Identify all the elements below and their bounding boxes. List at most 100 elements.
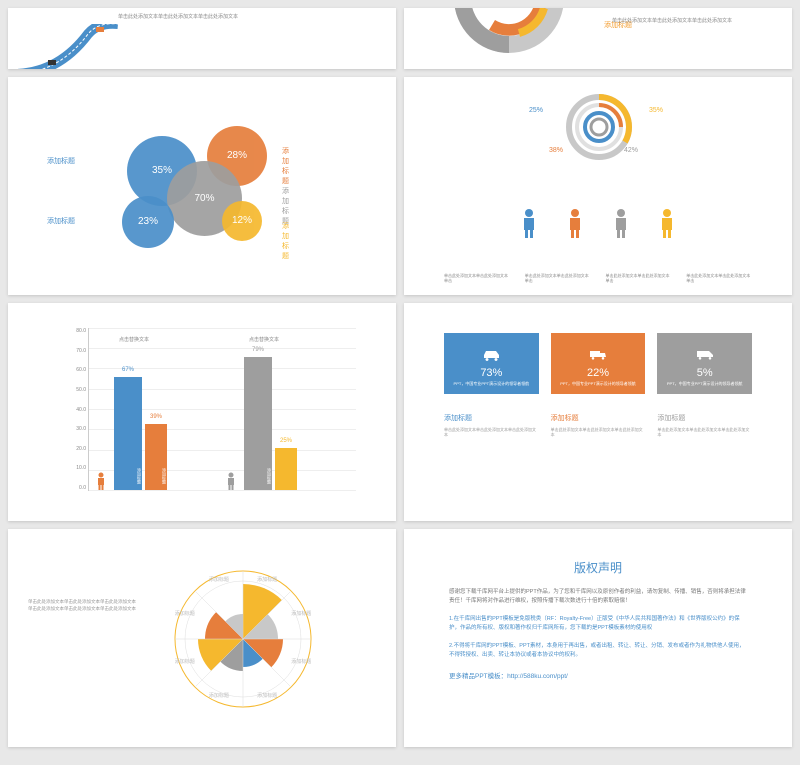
polar-ring-label: 添加标题 <box>209 692 229 699</box>
card-row: 73% PPT，中国专业PPT演示设计的领导者领航 22% PPT，中国专业PPT演示… <box>444 333 752 394</box>
slide-grid: 单击此处添加文本单击此处添加文本单击此处添加文本 添加标题 单击此处添加文本单击… <box>8 8 792 747</box>
bar-value: 79% <box>244 347 272 353</box>
slide-bar-chart: 80.0 70.0 60.0 50.0 40.0 30.0 20.0 10.0 0.0 67% 添… <box>8 303 396 521</box>
bar-value: 67% <box>114 367 142 373</box>
desc-col: 单击此处添加文本单击此处添加文本单击 <box>525 273 591 283</box>
van-icon <box>690 343 720 361</box>
slide-1-partial: 单击此处添加文本单击此处添加文本单击此处添加文本 <box>8 8 396 69</box>
y-tick: 0.0 <box>58 485 86 491</box>
card-pct: 5% <box>665 367 744 379</box>
y-tick: 70.0 <box>58 348 86 354</box>
bubble-label: 添加标题 <box>282 146 292 186</box>
polar-ring-label: 添加标题 <box>257 692 277 699</box>
card-label-title: 添加标题 <box>551 413 646 423</box>
copyright-link[interactable]: 更多精品PPT模板：http://588ku.com/ppt/ <box>449 670 747 680</box>
person-icon <box>96 472 106 490</box>
plot-area: 67% 添加标题 39% 添加标题 点击替换文本 79%添加标题25% 点击替换文本 <box>88 328 356 491</box>
y-tick: 50.0 <box>58 387 86 393</box>
copyright-title: 版权声明 <box>449 559 747 576</box>
road-curve-icon <box>18 24 118 69</box>
pct-label: 25% <box>529 107 543 114</box>
slide-2-partial: 添加标题 单击此处添加文本单击此处添加文本单击此处添加文本 <box>404 8 792 69</box>
bar-sublabel: 添加标题 <box>114 468 142 484</box>
bar-value: 39% <box>145 414 167 420</box>
transport-card: 5% PPT，中国专业PPT演示设计的领导者领航 <box>657 333 752 394</box>
card-label-desc: 单击此处添加文本单击此处添加文本单击此处添加文本 <box>657 427 752 437</box>
car-icon <box>476 343 506 361</box>
bubble-label: 添加标题 <box>282 221 292 261</box>
card-label-desc: 单击此处添加文本单击此处添加文本单击此处添加文本 <box>551 427 646 437</box>
s4-columns: 单击此处添加文本单击此处添加文本单击 单击此处添加文本单击此处添加文本单击 单击此处… <box>444 273 752 283</box>
card-pct: 73% <box>452 367 531 379</box>
gridline <box>89 490 356 491</box>
transport-card: 73% PPT，中国专业PPT演示设计的领导者领航 <box>444 333 539 394</box>
bubble-label: 添加标题 <box>47 216 75 226</box>
card-label-title: 添加标题 <box>657 413 752 423</box>
card-label-desc: 单击此处添加文本单击此处添加文本单击此处添加文本 <box>444 427 539 437</box>
gridline <box>89 348 356 349</box>
bar-group: 79%添加标题25% <box>244 357 297 490</box>
y-tick: 30.0 <box>58 426 86 432</box>
group-label: 点击替换文本 <box>249 336 279 343</box>
card-desc: PPT，中国专业PPT演示设计的领导者领航 <box>665 381 744 386</box>
y-tick: 40.0 <box>58 407 86 413</box>
bar-group: 67%添加标题39%添加标题 <box>114 377 167 490</box>
polar-ring-label: 添加标题 <box>291 610 311 617</box>
polar-ring-label: 添加标题 <box>175 658 195 665</box>
bar-chart: 80.0 70.0 60.0 50.0 40.0 30.0 20.0 10.0 0.0 67% 添… <box>58 328 356 491</box>
bar: 79%添加标题 <box>244 357 272 490</box>
card-label-block: 添加标题单击此处添加文本单击此处添加文本单击此处添加文本 <box>444 413 539 437</box>
y-axis: 80.0 70.0 60.0 50.0 40.0 30.0 20.0 10.0 0.0 <box>58 328 86 491</box>
y-tick: 20.0 <box>58 446 86 452</box>
slide1-text: 单击此处添加文本单击此处添加文本单击此处添加文本 <box>118 14 238 21</box>
pct-label: 42% <box>624 147 638 154</box>
bubble: 23% <box>122 196 174 248</box>
slide-copyright: 版权声明 感谢您下载千库网平台上提供的PPT作品，为了您和千库网以及原创作者的利… <box>404 529 792 747</box>
person-icon <box>658 208 676 238</box>
slide-bubble: 35%28%70%23%12%添加标题添加标题添加标题添加标题添加标题 <box>8 77 396 295</box>
card-pct: 22% <box>559 367 638 379</box>
polar-ring-label: 添加标题 <box>291 658 311 665</box>
group-label: 点击替换文本 <box>119 336 149 343</box>
transport-card: 22% PPT，中国专业PPT演示设计的领导者领航 <box>551 333 646 394</box>
polar-ring-label: 添加标题 <box>175 610 195 617</box>
slide-transport-cards: 73% PPT，中国专业PPT演示设计的领导者领航 22% PPT，中国专业PPT演示… <box>404 303 792 521</box>
truck-icon <box>583 343 613 361</box>
bubble: 12% <box>222 201 262 241</box>
polar-ring-label: 添加标题 <box>209 576 229 583</box>
person-icon <box>226 472 236 490</box>
person-icon <box>520 208 538 238</box>
polar-chart: 添加标题添加标题添加标题添加标题添加标题添加标题添加标题添加标题 <box>163 559 323 719</box>
donut-partial-icon <box>444 8 574 53</box>
bar-sublabel: 添加标题 <box>145 468 167 484</box>
people-row <box>404 208 792 240</box>
y-tick: 60.0 <box>58 367 86 373</box>
copyright-p2: 1.在千库网出售的PPT模板是免版税类（RF：Royalty-Free）正版受《… <box>449 615 747 634</box>
copyright-p1: 感谢您下载千库网平台上提供的PPT作品，为了您和千库网以及原创作者的利益，请勿复… <box>449 588 747 607</box>
card-label-title: 添加标题 <box>444 413 539 423</box>
slide-polar: 添加标题添加标题添加标题添加标题添加标题添加标题添加标题添加标题 单击此处添加文… <box>8 529 396 747</box>
bar-value: 25% <box>275 438 297 444</box>
gridline <box>89 328 356 329</box>
y-tick: 10.0 <box>58 465 86 471</box>
card-label-block: 添加标题单击此处添加文本单击此处添加文本单击此处添加文本 <box>551 413 646 437</box>
slide2-desc: 单击此处添加文本单击此处添加文本单击此处添加文本 <box>612 18 762 25</box>
person-icon <box>612 208 630 238</box>
bubble-label: 添加标题 <box>47 156 75 166</box>
card-desc: PPT，中国专业PPT演示设计的领导者领航 <box>559 381 638 386</box>
pct-label: 38% <box>549 147 563 154</box>
y-tick: 80.0 <box>58 328 86 334</box>
pct-label: 35% <box>649 107 663 114</box>
card-label-block: 添加标题单击此处添加文本单击此处添加文本单击此处添加文本 <box>657 413 752 437</box>
desc-col: 单击此处添加文本单击此处添加文本单击 <box>686 273 752 283</box>
polar-ring-label: 添加标题 <box>257 576 277 583</box>
desc-col: 单击此处添加文本单击此处添加文本单击 <box>444 273 510 283</box>
bar: 25% <box>275 448 297 490</box>
desc-col: 单击此处添加文本单击此处添加文本单击 <box>606 273 672 283</box>
person-icon <box>566 208 584 238</box>
bubble-label: 添加标题 <box>282 186 292 226</box>
card-desc: PPT，中国专业PPT演示设计的领导者领航 <box>452 381 531 386</box>
bubble-chart: 35%28%70%23%12%添加标题添加标题添加标题添加标题添加标题 <box>112 116 292 256</box>
slide7-text: 单击此处添加文本单击此处添加文本单击此处添加文本单击此处添加文本单击此处添加文本… <box>28 599 138 613</box>
slide-radial-people: 单击此处添加文本单击此处添加文本单击 单击此处添加文本单击此处添加文本单击 单击此处… <box>404 77 792 295</box>
